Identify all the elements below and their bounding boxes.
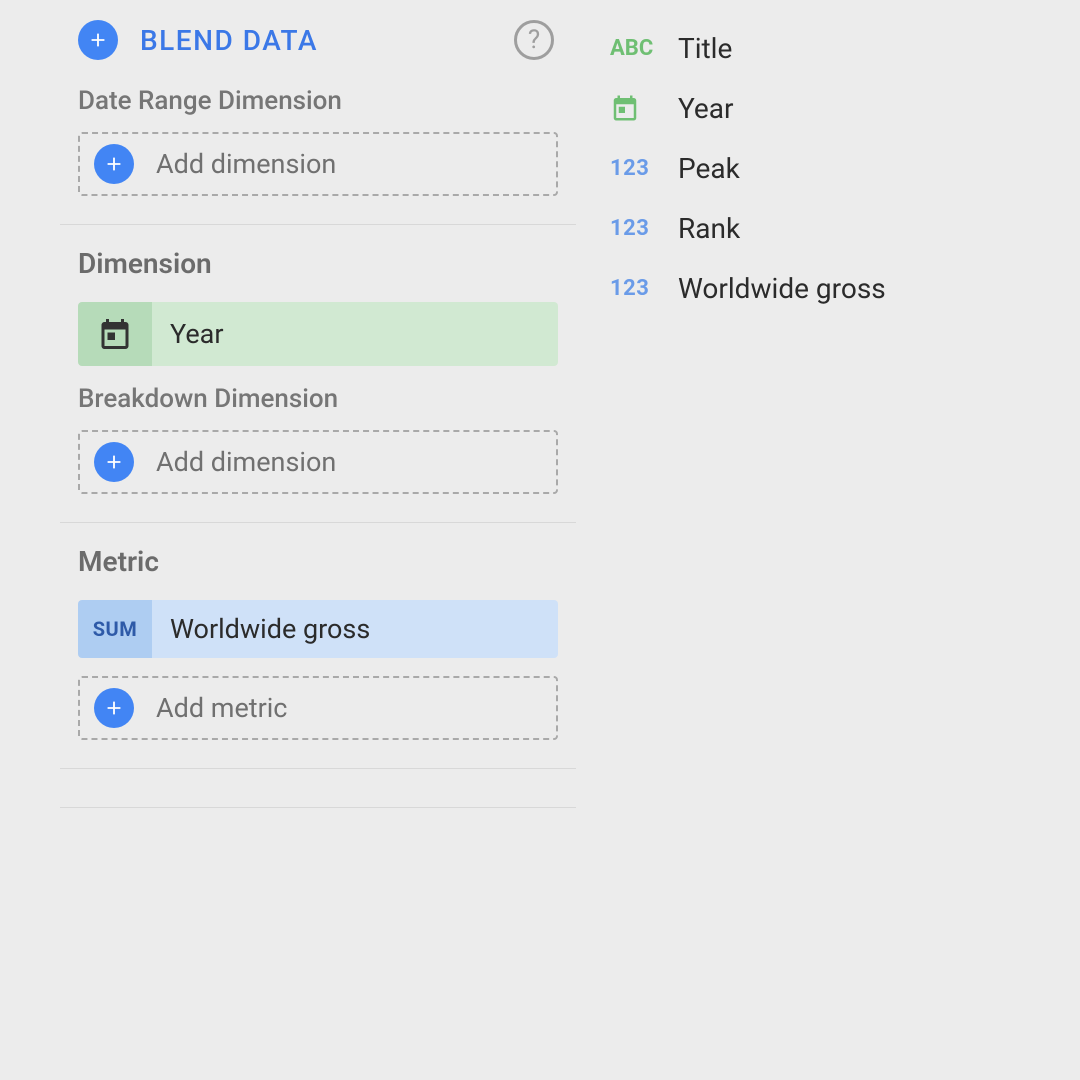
section-date-range: BLEND DATA ? Date Range Dimension Add di… [60, 0, 576, 225]
field-row[interactable]: ABC Title [610, 18, 1080, 78]
plus-icon [94, 688, 134, 728]
metric-chip-label: Worldwide gross [152, 600, 558, 658]
field-row[interactable]: 123 Rank [610, 198, 1080, 258]
plus-icon [94, 144, 134, 184]
help-icon[interactable]: ? [514, 20, 554, 60]
blend-data-label: BLEND DATA [140, 24, 514, 57]
dimension-chip-label: Year [152, 302, 558, 366]
metric-chip-worldwide-gross[interactable]: SUM Worldwide gross [78, 600, 558, 658]
number-type-icon: 123 [610, 276, 664, 301]
section-dimension: Dimension Year Breakdown Dimension Add d… [60, 224, 576, 523]
text-type-icon: ABC [610, 36, 664, 61]
field-label: Peak [678, 152, 740, 185]
breakdown-dimension-label: Breakdown Dimension [78, 384, 558, 414]
add-breakdown-dimension-slot[interactable]: Add dimension [78, 430, 558, 494]
plus-icon [78, 20, 118, 60]
add-metric-slot[interactable]: Add metric [78, 676, 558, 740]
available-fields-panel: ABC Title Year 123 Peak 123 Rank 123 Worldwide g… [576, 0, 1080, 1080]
config-panel: BLEND DATA ? Date Range Dimension Add di… [0, 0, 576, 1080]
plus-icon [94, 442, 134, 482]
field-row[interactable]: 123 Worldwide gross [610, 258, 1080, 318]
section-next [60, 768, 576, 808]
add-date-range-dimension-slot[interactable]: Add dimension [78, 132, 558, 196]
dimension-heading: Dimension [78, 247, 558, 280]
calendar-icon [78, 302, 152, 366]
field-label: Title [678, 32, 732, 65]
aggregation-badge: SUM [78, 600, 152, 658]
field-label: Year [678, 92, 734, 125]
field-row[interactable]: Year [610, 78, 1080, 138]
add-dimension-label: Add dimension [156, 148, 336, 180]
number-type-icon: 123 [610, 216, 664, 241]
add-dimension-label: Add dimension [156, 446, 336, 478]
blend-data-button[interactable]: BLEND DATA ? [78, 12, 558, 68]
number-type-icon: 123 [610, 156, 664, 181]
calendar-icon [610, 93, 664, 123]
dimension-chip-year[interactable]: Year [78, 302, 558, 366]
section-metric: Metric SUM Worldwide gross Add metric [60, 522, 576, 769]
metric-heading: Metric [78, 545, 558, 578]
field-row[interactable]: 123 Peak [610, 138, 1080, 198]
field-label: Rank [678, 212, 740, 245]
add-metric-label: Add metric [156, 692, 287, 724]
date-range-dimension-label: Date Range Dimension [78, 86, 558, 116]
field-label: Worldwide gross [678, 272, 886, 305]
